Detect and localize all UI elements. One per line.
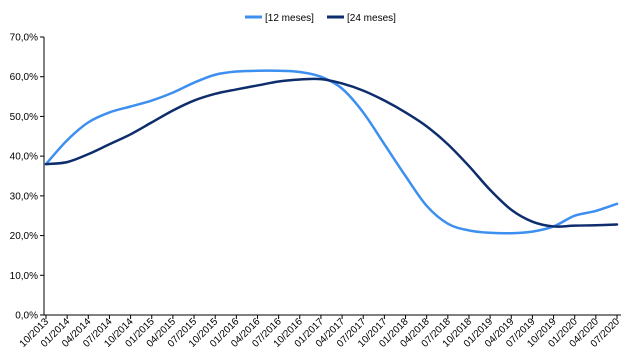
x-axis: 10/201301/201404/201407/201410/201401/20… bbox=[18, 314, 621, 350]
y-tick-label: 30,0% bbox=[10, 191, 38, 202]
series-line-24-meses bbox=[44, 77, 619, 228]
legend: [12 meses] [24 meses] bbox=[245, 13, 396, 24]
y-tick-label: 40,0% bbox=[10, 152, 38, 163]
y-tick-label: 10,0% bbox=[10, 271, 38, 282]
y-tick-label: 70,0% bbox=[10, 33, 38, 44]
legend-label: [24 meses] bbox=[347, 13, 396, 24]
y-tick-label: 20,0% bbox=[10, 231, 38, 242]
y-tick-label: 60,0% bbox=[10, 72, 38, 83]
series-line-12-meses bbox=[44, 69, 619, 235]
y-axis: 0,0% 10,0% 20,0% 30,0% 40,0% 50,0% 60,0% 70,0% bbox=[10, 33, 45, 322]
y-tick-label: 0,0% bbox=[15, 311, 38, 322]
series-layer bbox=[44, 69, 619, 235]
y-tick-label: 50,0% bbox=[10, 112, 38, 123]
legend-label: [12 meses] bbox=[265, 13, 314, 24]
